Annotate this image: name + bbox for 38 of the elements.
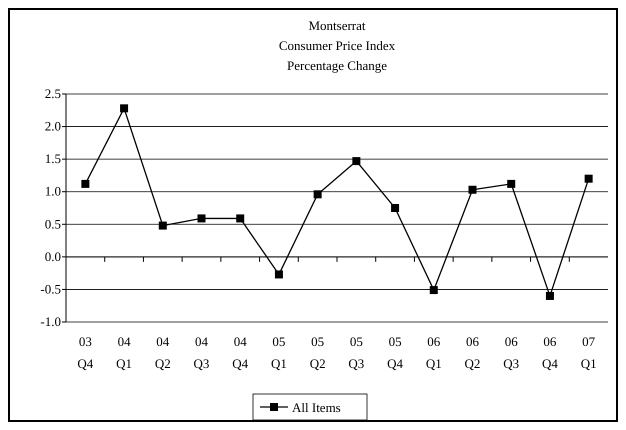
point bbox=[352, 157, 360, 166]
x-tick-label: 05 Q3 bbox=[348, 334, 364, 371]
x-tick-label: 05 Q1 bbox=[270, 334, 287, 371]
x-tick-label: 07 Q1 bbox=[580, 334, 597, 371]
chart-title: Montserrat Consumer Price Index Percentage Change bbox=[278, 18, 396, 73]
x-tick-label: 05 Q2 bbox=[310, 334, 326, 371]
x-tick-label: 05 Q4 bbox=[387, 334, 404, 371]
y-tick-label: 2.0 bbox=[44, 118, 61, 134]
x-tick-label: 06 Q4 bbox=[542, 334, 558, 371]
point bbox=[314, 190, 322, 198]
x-tick-label: 06 Q3 bbox=[503, 334, 520, 371]
x-tick-label: 06 Q2 bbox=[464, 334, 480, 371]
point bbox=[198, 214, 206, 222]
point bbox=[236, 214, 244, 222]
y-tick-label: -0.5 bbox=[40, 281, 61, 296]
x-tick-label: 04 Q3 bbox=[194, 334, 210, 371]
y-tick-label: 2.5 bbox=[44, 86, 61, 101]
y-tick-label: 1.0 bbox=[44, 184, 61, 199]
y-tick-label: 0.5 bbox=[44, 216, 61, 232]
point bbox=[391, 204, 400, 212]
x-tick-label: 04 Q2 bbox=[154, 334, 171, 371]
point bbox=[120, 104, 128, 112]
y-tick-label: 0.0 bbox=[44, 248, 61, 264]
point bbox=[274, 270, 283, 278]
x-tick-label: 03 Q4 bbox=[77, 334, 94, 371]
x-tick-label: 04 Q4 bbox=[232, 334, 249, 371]
legend-label: All Items bbox=[292, 400, 341, 415]
point bbox=[507, 180, 516, 188]
point bbox=[81, 180, 90, 188]
point bbox=[158, 222, 167, 230]
x-tick-label: 06 Q1 bbox=[426, 334, 442, 371]
point bbox=[468, 186, 476, 194]
point bbox=[430, 286, 438, 294]
point bbox=[584, 174, 593, 183]
y-tick-label: 1.5 bbox=[44, 151, 61, 166]
x-tick-label: 04 Q1 bbox=[116, 334, 132, 371]
y-tick-label: -1.0 bbox=[40, 314, 61, 329]
point bbox=[546, 292, 554, 300]
